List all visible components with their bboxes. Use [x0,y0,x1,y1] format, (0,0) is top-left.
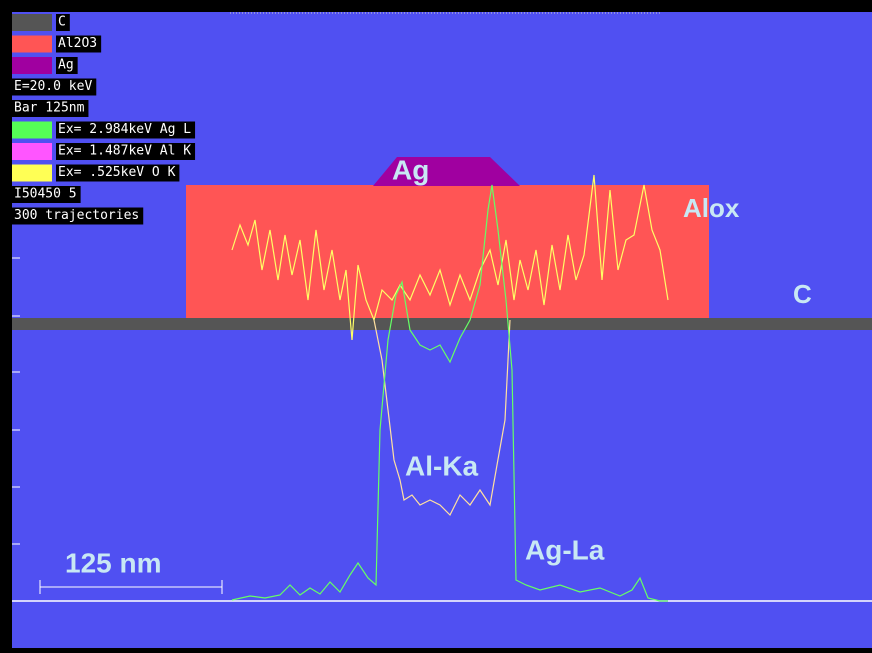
scale-label: 125 nm [65,547,162,578]
legend-text: C [58,15,66,30]
legend-text: Al2O3 [58,36,97,51]
alox-label: Alox [683,193,740,223]
ag-label: Ag [392,154,429,185]
carbon-layer [12,318,872,330]
legend-text: Ex= 2.984keV Ag L [58,122,191,137]
simulation-view: Ag Alox C Al-Ka Ag-La 125 nm C Al2O3 Ag E=2… [0,0,872,648]
legend-text: 300 trajectories [14,208,139,223]
c-label: C [793,279,812,309]
legend-swatch [12,57,52,74]
legend-swatch [12,14,52,31]
legend-text: Ex= .525keV O K [58,165,176,180]
legend-swatch [12,122,52,139]
al-ka-label: Al-Ka [405,450,479,481]
legend-text: Bar 125nm [14,101,85,116]
legend-swatch [12,143,52,160]
legend-text: I50450 5 [14,187,77,202]
legend-text: Ag [58,58,74,73]
ag-la-label: Ag-La [525,534,605,565]
legend-text: Ex= 1.487keV Al K [58,144,191,159]
legend-swatch [12,165,52,182]
legend-swatch [12,36,52,53]
legend-text: E=20.0 keV [14,79,92,94]
